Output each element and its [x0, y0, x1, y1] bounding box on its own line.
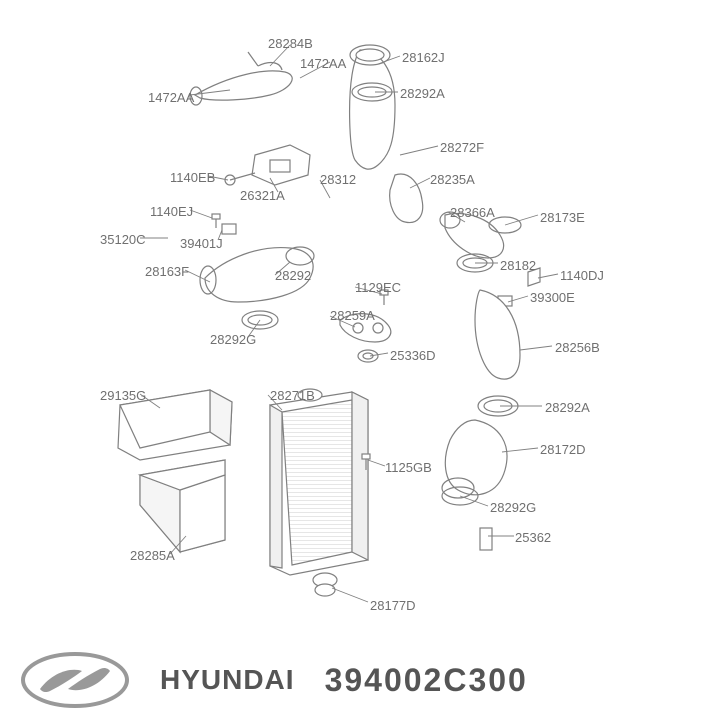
callout-28162J: 28162J	[402, 50, 445, 65]
callout-1129EC: 1129EC	[355, 280, 401, 295]
callout-28285A: 28285A	[130, 548, 175, 563]
callout-28182: 28182	[500, 258, 536, 273]
callout-28292A: 28292A	[545, 400, 590, 415]
callout-28163F: 28163F	[145, 264, 189, 279]
callout-28312: 28312	[320, 172, 356, 187]
callout-28292G: 28292G	[210, 332, 256, 347]
callout-28292A: 28292A	[400, 86, 445, 101]
brand-name: HYUNDAI	[160, 664, 295, 696]
callout-35120C: 35120C	[100, 232, 146, 247]
callout-28235A: 28235A	[430, 172, 475, 187]
callout-25336D: 25336D	[390, 348, 436, 363]
callout-28284B: 28284B	[268, 36, 313, 51]
callout-25362: 25362	[515, 530, 551, 545]
callout-26321A: 26321A	[240, 188, 285, 203]
branding-bar: HYUNDAI 394002C300	[0, 640, 720, 720]
callout-1140DJ: 1140DJ	[560, 268, 604, 283]
callout-28292G: 28292G	[490, 500, 536, 515]
callout-28177D: 28177D	[370, 598, 416, 613]
hyundai-logo-icon	[20, 651, 130, 709]
callout-39300E: 39300E	[530, 290, 575, 305]
callout-28292: 28292	[275, 268, 311, 283]
part-number: 394002C300	[325, 662, 528, 699]
callout-28173E: 28173E	[540, 210, 585, 225]
callout-39401J: 39401J	[180, 236, 223, 251]
callout-1472AA: 1472AA	[300, 56, 346, 71]
callout-28259A: 28259A	[330, 308, 375, 323]
callout-28366A: 28366A	[450, 205, 495, 220]
callout-28271B: 28271B	[270, 388, 315, 403]
callout-29135G: 29135G	[100, 388, 146, 403]
callout-28272F: 28272F	[440, 140, 484, 155]
callout-28256B: 28256B	[555, 340, 600, 355]
callout-1140EB: 1140EB	[170, 170, 215, 185]
callout-1472AA: 1472AA	[148, 90, 194, 105]
callout-1140EJ: 1140EJ	[150, 204, 193, 219]
callout-28172D: 28172D	[540, 442, 586, 457]
callout-1125GB: 1125GB	[385, 460, 432, 475]
